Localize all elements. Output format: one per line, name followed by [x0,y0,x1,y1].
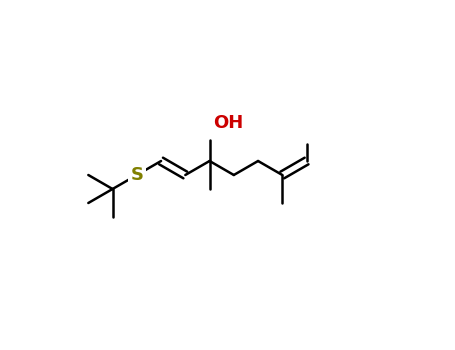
Text: S: S [130,166,143,184]
Text: OH: OH [213,114,243,132]
